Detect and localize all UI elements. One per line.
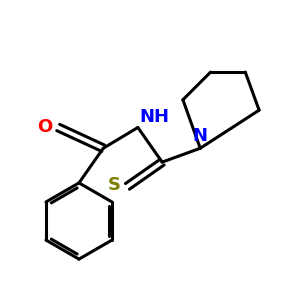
Text: NH: NH	[140, 108, 169, 126]
Text: S: S	[108, 176, 121, 194]
Text: O: O	[37, 118, 52, 136]
Text: N: N	[193, 128, 208, 146]
